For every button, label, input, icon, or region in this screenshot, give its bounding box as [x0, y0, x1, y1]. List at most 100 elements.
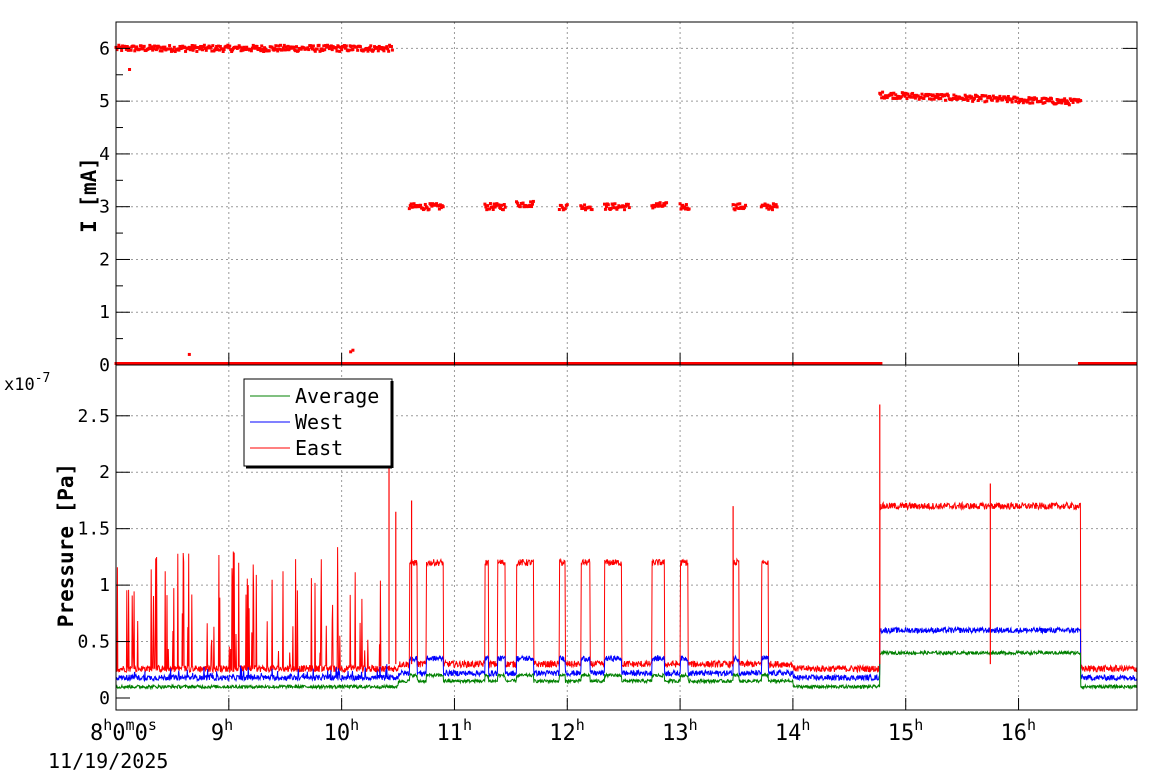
current-point [313, 49, 317, 53]
current-y-tick-label: 3 [99, 197, 110, 218]
x-tick-label: 8h0m0s [90, 716, 157, 746]
current-point [951, 96, 955, 100]
current-point [351, 362, 355, 365]
current-point [287, 48, 291, 52]
current-y-tick-label: 6 [99, 38, 110, 59]
current-point [375, 46, 379, 50]
current-point [128, 67, 132, 71]
current-point [538, 362, 542, 365]
current-point [146, 362, 150, 365]
current-point [843, 362, 847, 365]
current-point [432, 362, 436, 365]
current-point [132, 44, 136, 48]
current-point [309, 44, 313, 48]
current-point [1034, 97, 1038, 101]
current-point [592, 362, 596, 365]
current-point [679, 207, 683, 211]
current-point [222, 48, 226, 52]
current-point [134, 47, 138, 51]
current-point [437, 362, 441, 365]
current-point [1116, 362, 1120, 365]
current-point [482, 362, 486, 365]
current-point [265, 362, 269, 365]
current-point [721, 362, 725, 365]
current-point [355, 45, 359, 49]
current-point [1010, 100, 1014, 104]
current-point [120, 48, 124, 52]
current-point [283, 362, 287, 365]
current-point [518, 205, 522, 209]
current-point [584, 208, 588, 212]
current-point [255, 44, 259, 48]
current-point [894, 93, 898, 97]
current-point [261, 362, 265, 365]
current-point [492, 202, 496, 206]
current-point [513, 362, 517, 365]
current-point [1020, 99, 1024, 103]
current-point [649, 362, 653, 365]
current-point [881, 90, 885, 94]
current-point [748, 362, 752, 365]
current-point [245, 45, 249, 49]
current-point [917, 97, 921, 101]
current-point [200, 45, 204, 49]
current-point [180, 46, 184, 50]
current-point [1132, 362, 1136, 365]
current-point [509, 362, 513, 365]
current-point [466, 362, 470, 365]
current-point [1048, 99, 1052, 103]
current-point [138, 47, 142, 51]
current-point [123, 362, 127, 365]
current-point [276, 362, 280, 365]
current-point [1102, 362, 1106, 365]
current-point [964, 95, 968, 99]
current-point [387, 362, 391, 365]
current-point [880, 96, 884, 100]
current-point [990, 98, 994, 102]
current-point [1096, 362, 1100, 365]
current-point [1082, 362, 1086, 365]
current-point [249, 49, 253, 53]
current-point [376, 362, 380, 365]
current-point [378, 362, 382, 365]
current-point [204, 48, 208, 52]
current-point [1027, 96, 1031, 100]
current-point [928, 93, 932, 97]
current-point [905, 97, 909, 101]
current-point [412, 202, 416, 206]
current-point [1006, 95, 1010, 99]
current-point [360, 362, 364, 365]
current-point [582, 206, 586, 210]
current-y-tick-label: 2 [99, 249, 110, 270]
current-point [683, 362, 687, 365]
current-point [615, 207, 619, 211]
current-point [178, 44, 182, 48]
current-point [773, 362, 777, 365]
pressure-frame [115, 364, 1138, 711]
current-point [811, 362, 815, 365]
current-y-tick-label: 0 [99, 355, 110, 376]
current-point [443, 362, 447, 365]
current-point [795, 362, 799, 365]
current-point [421, 362, 425, 365]
current-point [827, 362, 831, 365]
current-point [497, 203, 501, 207]
pressure-y-tick-label: 2.5 [77, 406, 110, 427]
current-point [218, 362, 222, 365]
current-point [586, 362, 590, 365]
current-point [606, 203, 610, 207]
current-point [134, 362, 138, 365]
current-point [182, 362, 186, 365]
current-point [552, 362, 556, 365]
current-point [184, 49, 188, 53]
current-point [530, 205, 534, 209]
current-point [175, 362, 179, 365]
current-point [900, 91, 904, 95]
current-point [577, 362, 581, 365]
current-point [396, 362, 400, 365]
current-point [306, 46, 310, 50]
current-point [856, 362, 860, 365]
current-point [922, 96, 926, 100]
current-point [570, 362, 574, 365]
current-point [606, 362, 610, 365]
